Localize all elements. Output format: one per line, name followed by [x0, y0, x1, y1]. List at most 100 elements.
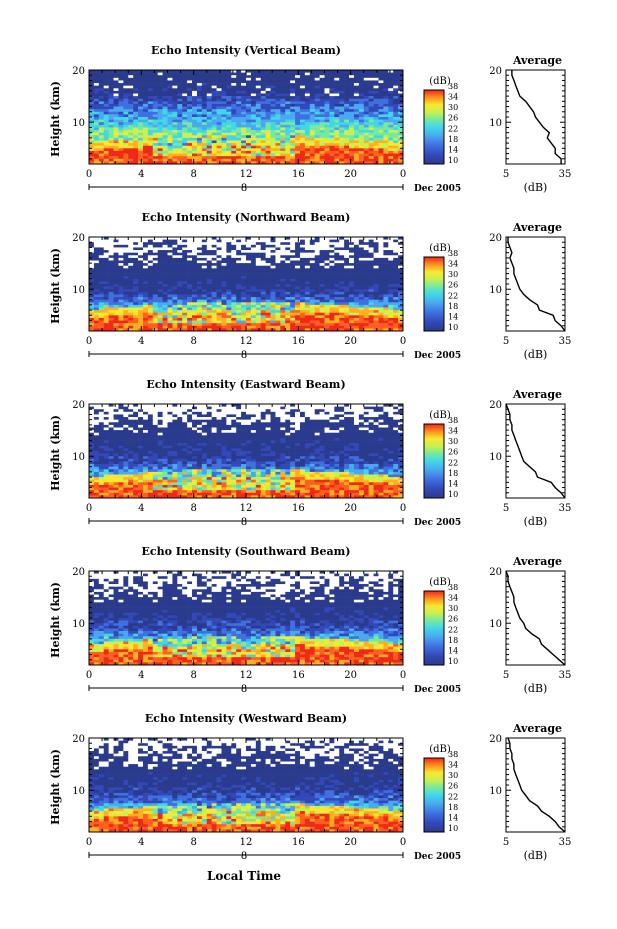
heatmap-cell	[344, 317, 350, 321]
heatmap-cell	[157, 70, 163, 73]
heatmap-cell	[98, 325, 105, 329]
heatmap-cell	[187, 83, 193, 86]
heatmap-cell	[280, 72, 286, 76]
heatmap-cell	[304, 88, 311, 92]
heatmap-cell	[388, 156, 394, 160]
heatmap-cell	[255, 307, 262, 311]
heatmap-cell	[103, 281, 109, 285]
heatmap-cell	[211, 96, 217, 100]
heatmap-cell	[378, 299, 384, 303]
heatmap-cell	[378, 310, 384, 314]
heatmap-cell	[275, 276, 281, 280]
heatmap-cell	[138, 130, 144, 133]
heatmap-cell	[172, 237, 178, 240]
heatmap-cell	[334, 255, 340, 259]
heatmap-cell	[309, 158, 315, 162]
heatmap-cell	[98, 247, 105, 251]
heatmap-cell	[388, 307, 394, 311]
heatmap-cell	[128, 273, 134, 277]
heatmap-cell	[196, 237, 203, 240]
heatmap-cell	[128, 130, 134, 133]
heatmap-cell	[349, 127, 355, 131]
heatmap-cell	[182, 284, 188, 287]
heatmap-cell	[196, 294, 203, 298]
heatmap-cell	[246, 317, 252, 321]
heatmap-cell	[93, 315, 100, 319]
heatmap-cell	[324, 255, 330, 259]
heatmap-cell	[270, 237, 276, 240]
heatmap-cell	[285, 286, 291, 290]
heatmap-cell	[270, 109, 276, 113]
heatmap-cell	[349, 304, 355, 308]
heatmap-cell	[142, 103, 149, 107]
heatmap-cell	[255, 117, 262, 120]
heatmap-cell	[299, 317, 306, 321]
heatmap-cell	[383, 132, 389, 136]
heatmap-cell	[201, 109, 208, 113]
heatmap-cell	[152, 273, 158, 277]
heatmap-cell	[383, 299, 389, 303]
heatmap-cell	[246, 302, 252, 306]
heatmap-cell	[383, 85, 389, 89]
heatmap-cell	[344, 70, 350, 73]
heatmap-cell	[167, 307, 173, 311]
heatmap-cell	[388, 77, 394, 81]
heatmap-cell	[138, 312, 144, 316]
heatmap-cell	[142, 98, 149, 102]
heatmap-cell	[246, 137, 252, 141]
heatmap-cell	[309, 244, 315, 248]
heatmap-cell	[236, 242, 242, 246]
heatmap-cell	[368, 299, 374, 303]
profile-title: Average	[512, 54, 562, 67]
heatmap-cell	[324, 263, 330, 267]
heatmap-cell	[206, 103, 212, 107]
heatmap-cell	[142, 299, 149, 303]
heatmap-cell	[196, 307, 203, 311]
heatmap-cell	[138, 307, 144, 311]
heatmap-cell	[304, 90, 311, 94]
heatmap-cell	[231, 122, 237, 126]
heatmap-cell	[147, 145, 154, 149]
heatmap-cell	[250, 289, 257, 293]
heatmap-cell	[290, 297, 296, 300]
heatmap-cell	[192, 98, 198, 102]
heatmap-cell	[216, 270, 222, 274]
heatmap-cell	[324, 83, 330, 86]
heatmap-cell	[295, 77, 301, 81]
heatmap-cell	[133, 286, 139, 290]
heatmap-cell	[304, 148, 311, 152]
heatmap-cell	[128, 140, 134, 144]
heatmap-cell	[255, 299, 262, 303]
heatmap-cell	[280, 75, 286, 79]
heatmap-cell	[118, 135, 124, 139]
heatmap-cell	[368, 111, 374, 115]
y-tick-label: 20	[72, 66, 85, 77]
heatmap-cell	[290, 93, 296, 97]
heatmap-cell	[250, 119, 257, 123]
heatmap-cell	[162, 317, 168, 321]
heatmap-cell	[93, 325, 100, 329]
heatmap-cell	[113, 299, 119, 303]
heatmap-cell	[241, 247, 247, 251]
heatmap-cell	[211, 83, 217, 86]
heatmap-cell	[398, 137, 404, 141]
heatmap-cell	[226, 75, 232, 79]
heatmap-cell	[157, 276, 163, 280]
heatmap-cell	[358, 122, 365, 126]
heatmap-cell	[221, 88, 227, 92]
heatmap-cell	[138, 106, 144, 110]
heatmap-cell	[280, 80, 286, 84]
heatmap-cell	[128, 317, 134, 321]
heatmap-cell	[275, 260, 281, 264]
heatmap-cell	[113, 119, 119, 123]
heatmap-cell	[255, 137, 262, 141]
heatmap-cell	[187, 320, 193, 324]
heatmap-cell	[142, 276, 149, 280]
heatmap-cell	[290, 106, 296, 110]
heatmap-cell	[388, 237, 394, 240]
heatmap-cell	[182, 83, 188, 86]
heatmap-cell	[353, 153, 360, 157]
heatmap-cell	[221, 150, 227, 154]
heatmap-cell	[108, 328, 114, 332]
heatmap-cell	[216, 117, 222, 120]
